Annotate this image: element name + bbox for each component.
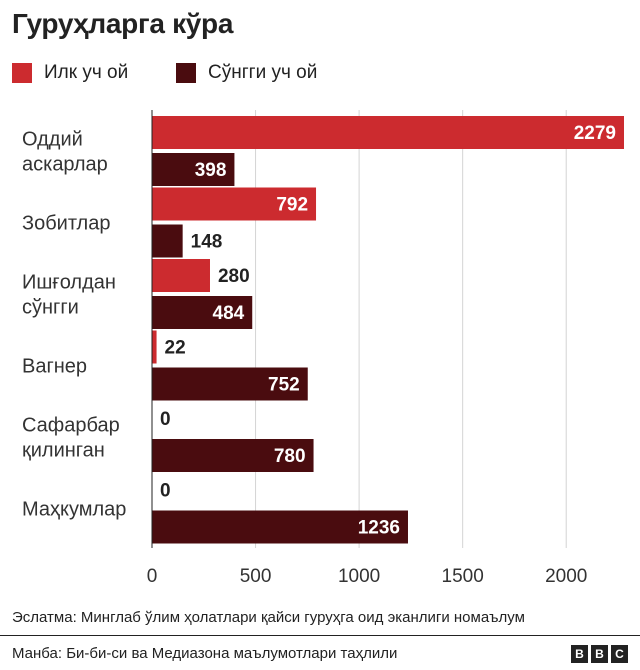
bar-first-three-months xyxy=(152,116,624,149)
category-label: аскарлар xyxy=(22,154,108,176)
category-label: сўнгги xyxy=(22,297,79,319)
bbc-logo-block: B xyxy=(571,645,588,663)
data-label: 0 xyxy=(160,409,171,430)
bar-last-three-months xyxy=(152,510,408,544)
legend-item-first-three-months: Илк уч ой xyxy=(12,62,128,84)
bar-last-three-months xyxy=(152,439,314,472)
data-label: 398 xyxy=(195,160,227,181)
bar-chart: 2279 398 Оддий аскарлар 792 148 Зобитлар 280 484… xyxy=(22,110,624,587)
bar-first-three-months xyxy=(152,330,157,364)
data-label: 484 xyxy=(213,303,245,324)
bar-last-three-months xyxy=(152,153,235,186)
data-label: 792 xyxy=(276,195,308,216)
data-label: 752 xyxy=(268,375,300,396)
footer-divider xyxy=(0,635,640,636)
x-tick-label: 0 xyxy=(147,566,158,587)
data-label: 2279 xyxy=(574,123,616,144)
category-label: қилинган xyxy=(22,440,105,462)
bbc-logo-block: B xyxy=(591,645,608,663)
legend-label-first: Илк уч ой xyxy=(44,62,129,83)
data-label: 1236 xyxy=(358,518,400,539)
chart-title: Гуруҳларга кўра xyxy=(12,8,234,39)
legend-swatch-last xyxy=(176,63,196,83)
chart-source: Манба: Би-би-си ва Медиазона маълумотлар… xyxy=(12,645,398,662)
data-label: 280 xyxy=(218,266,250,287)
data-label: 780 xyxy=(274,446,306,467)
x-tick-label: 1000 xyxy=(338,566,380,587)
data-label: 148 xyxy=(191,232,223,253)
category-label: Зобитлар xyxy=(22,213,110,235)
bar-first-three-months xyxy=(152,259,210,292)
category-label: Оддий xyxy=(22,129,83,151)
legend-item-last-three-months: Сўнгги уч ой xyxy=(176,62,317,84)
chart-note: Эслатма: Минглаб ўлим ҳолатлари қайси гу… xyxy=(12,609,525,626)
bbc-logo-block: C xyxy=(611,645,628,663)
x-tick-label: 2000 xyxy=(545,566,587,587)
bar-first-three-months xyxy=(152,187,317,221)
bar-last-three-months xyxy=(152,367,308,401)
bar-last-three-months xyxy=(152,224,183,258)
bbc-logo: B B C xyxy=(571,645,628,663)
category-label: Маҳкумлар xyxy=(22,499,126,521)
x-tick-label: 500 xyxy=(240,566,272,587)
category-label: Вагнер xyxy=(22,356,87,378)
bar-last-three-months xyxy=(152,296,253,329)
legend-label-last: Сўнгги уч ой xyxy=(208,62,318,83)
category-label: Сафарбар xyxy=(22,415,120,437)
legend-swatch-first xyxy=(12,63,32,83)
x-tick-label: 1500 xyxy=(442,566,484,587)
data-label: 22 xyxy=(165,338,186,359)
category-label: Ишғолдан xyxy=(22,272,116,294)
data-label: 0 xyxy=(160,481,171,502)
